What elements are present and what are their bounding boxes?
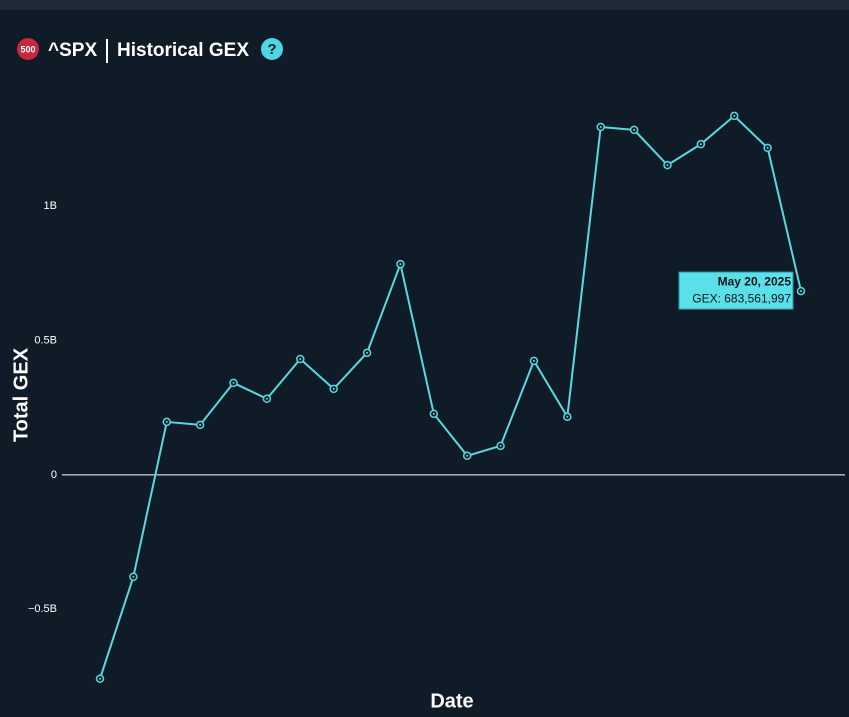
y-axis-title: Total GEX [10,347,32,442]
point-dot [299,357,302,360]
help-icon[interactable] [261,38,283,60]
point-dot [599,125,602,128]
point-dot [199,423,202,426]
tooltip-box [678,271,794,310]
y-tick-label: 0 [51,469,57,481]
y-tick-label: 1B [44,200,57,212]
ticker: ^SPX [48,40,97,61]
point-dot [399,263,402,266]
badge-icon [17,38,39,60]
point-dot [265,397,268,400]
line [99,114,802,680]
point-dot [432,412,435,415]
tooltip-date: May 20, 2025 [718,274,792,288]
point-dot [532,359,535,362]
point-dot [499,444,502,447]
point-dot [800,290,802,293]
x-axis-title: Date [430,690,473,712]
point-dot [466,454,469,457]
point-dot [132,575,135,578]
point-dot [633,128,636,131]
top-bar [0,0,849,10]
help-text[interactable]: ? [267,41,276,58]
y-tick-label: 0.5B [34,334,57,346]
y-tick-label: −0.5B [28,603,57,615]
point-dot [566,415,569,418]
point-dot [232,381,235,384]
badge-text: 500 [20,44,35,54]
point-dot [766,146,769,149]
point-dot [666,164,669,167]
point-dot [733,114,736,117]
point-dot [366,351,369,354]
point-dot [332,387,335,390]
point-dot [699,143,702,146]
tooltip-value: GEX: 683,561,997 [692,291,791,305]
point-dot [165,420,168,423]
point-dot [99,677,101,680]
header-title: Historical GEX [117,40,249,61]
